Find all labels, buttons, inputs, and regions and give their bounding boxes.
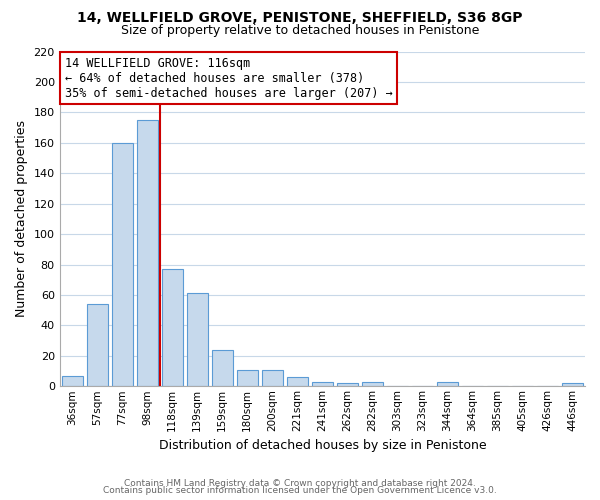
Bar bbox=[337, 383, 358, 386]
Bar bbox=[212, 350, 233, 387]
Text: Size of property relative to detached houses in Penistone: Size of property relative to detached ho… bbox=[121, 24, 479, 37]
Text: Contains HM Land Registry data © Crown copyright and database right 2024.: Contains HM Land Registry data © Crown c… bbox=[124, 478, 476, 488]
Bar bbox=[112, 143, 133, 386]
Bar bbox=[236, 370, 258, 386]
Bar bbox=[187, 294, 208, 386]
Bar bbox=[161, 269, 183, 386]
Bar bbox=[362, 382, 383, 386]
Bar bbox=[262, 370, 283, 386]
Bar bbox=[562, 383, 583, 386]
Text: Contains public sector information licensed under the Open Government Licence v3: Contains public sector information licen… bbox=[103, 486, 497, 495]
Bar bbox=[137, 120, 158, 386]
Bar bbox=[312, 382, 333, 386]
Bar bbox=[86, 304, 108, 386]
Bar bbox=[437, 382, 458, 386]
Y-axis label: Number of detached properties: Number of detached properties bbox=[15, 120, 28, 318]
Bar bbox=[62, 376, 83, 386]
Text: 14 WELLFIELD GROVE: 116sqm
← 64% of detached houses are smaller (378)
35% of sem: 14 WELLFIELD GROVE: 116sqm ← 64% of deta… bbox=[65, 56, 392, 100]
Text: 14, WELLFIELD GROVE, PENISTONE, SHEFFIELD, S36 8GP: 14, WELLFIELD GROVE, PENISTONE, SHEFFIEL… bbox=[77, 11, 523, 25]
Bar bbox=[287, 377, 308, 386]
X-axis label: Distribution of detached houses by size in Penistone: Distribution of detached houses by size … bbox=[158, 440, 486, 452]
